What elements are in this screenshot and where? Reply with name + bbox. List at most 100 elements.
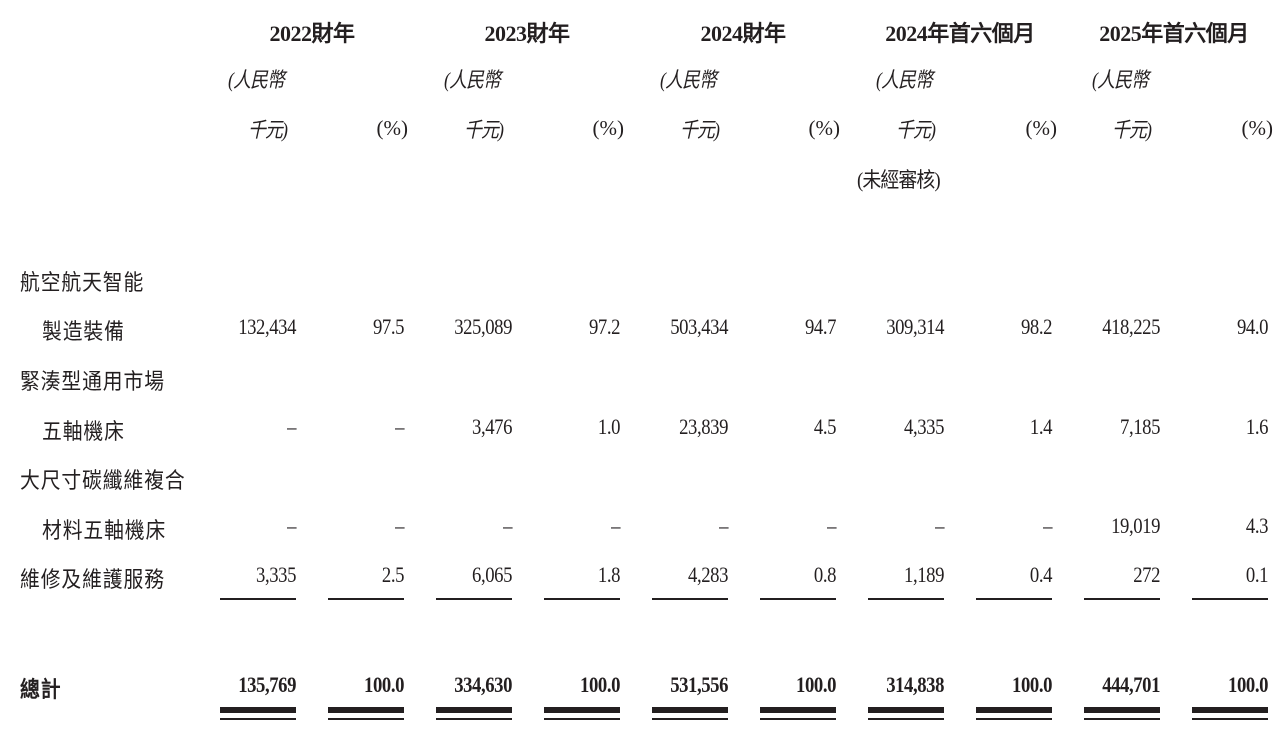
cell-value: 0.1: [1245, 562, 1269, 587]
cell-value: 6,065: [472, 562, 512, 587]
pct-header: (%): [808, 116, 840, 140]
subtotal-rule: [220, 598, 296, 600]
row-label-carbon-cont: 材料五軸機床: [42, 518, 167, 543]
total-value: 100.0: [364, 672, 404, 697]
unit-label: 千元): [680, 118, 720, 142]
column-header-2025-h1: 2025年首六個月: [1099, 21, 1249, 46]
total-value: 444,701: [1102, 672, 1160, 697]
cell-value: –: [719, 513, 728, 538]
column-header-2023: 2023財年: [484, 21, 570, 46]
cell-value: 19,019: [1111, 513, 1160, 538]
cell-value: –: [395, 513, 404, 538]
subtotal-rule: [328, 598, 404, 600]
unit-label: (人民幣: [444, 68, 501, 92]
row-label-aerospace: 航空航天智能: [20, 270, 145, 295]
cell-value: 23,839: [679, 414, 728, 439]
subtotal-rule: [760, 598, 836, 600]
cell-value: 97.2: [588, 314, 620, 339]
cell-value: 4,335: [904, 414, 944, 439]
subtotal-rule: [868, 598, 944, 600]
pct-header: (%): [592, 116, 624, 140]
cell-value: 1.8: [597, 562, 621, 587]
total-value: 334,630: [454, 672, 512, 697]
cell-value: 3,476: [472, 414, 512, 439]
unit-label: (人民幣: [660, 68, 717, 92]
total-double-rule: [1084, 707, 1160, 713]
total-double-rule: [976, 718, 1052, 720]
cell-value: –: [935, 513, 944, 538]
cell-value: 2.5: [381, 562, 405, 587]
total-value: 135,769: [238, 672, 296, 697]
total-double-rule: [868, 707, 944, 713]
total-double-rule: [328, 707, 404, 713]
subtotal-rule: [652, 598, 728, 600]
cell-value: 97.5: [372, 314, 404, 339]
total-value: 100.0: [580, 672, 620, 697]
cell-value: 1.0: [597, 414, 621, 439]
row-label-compact-cont: 五軸機床: [42, 419, 125, 444]
total-double-rule: [868, 718, 944, 720]
cell-value: –: [287, 513, 296, 538]
total-double-rule: [220, 718, 296, 720]
cell-value: 4,283: [688, 562, 728, 587]
total-double-rule: [544, 718, 620, 720]
cell-value: 0.4: [1029, 562, 1053, 587]
total-value: 531,556: [670, 672, 728, 697]
cell-value: 1.4: [1029, 414, 1053, 439]
unit-label: 千元): [896, 118, 936, 142]
row-label-carbon: 大尺寸碳纖維複合: [20, 468, 186, 493]
cell-value: 94.0: [1236, 314, 1268, 339]
cell-value: 1.6: [1245, 414, 1269, 439]
unit-label: (人民幣: [1092, 68, 1149, 92]
subtotal-rule: [436, 598, 512, 600]
unaudited-note: (未經審核): [857, 168, 941, 192]
unit-label: 千元): [248, 118, 288, 142]
cell-value: 94.7: [804, 314, 836, 339]
cell-value: –: [395, 414, 404, 439]
cell-value: –: [827, 513, 836, 538]
row-label-aerospace-cont: 製造裝備: [42, 319, 125, 344]
column-header-2024-h1: 2024年首六個月: [885, 21, 1035, 46]
cell-value: 3,335: [256, 562, 296, 587]
subtotal-rule: [1192, 598, 1268, 600]
cell-value: 98.2: [1020, 314, 1052, 339]
cell-value: –: [1043, 513, 1052, 538]
total-double-rule: [436, 718, 512, 720]
cell-value: 325,089: [454, 314, 512, 339]
cell-value: –: [287, 414, 296, 439]
column-header-2024: 2024財年: [700, 21, 786, 46]
total-double-rule: [1084, 718, 1160, 720]
row-label-maintenance: 維修及維護服務: [20, 567, 165, 592]
cell-value: 503,434: [670, 314, 728, 339]
cell-value: 132,434: [238, 314, 296, 339]
total-value: 100.0: [1228, 672, 1268, 697]
row-label-total: 總計: [20, 677, 62, 702]
total-double-rule: [976, 707, 1052, 713]
unit-label: (人民幣: [876, 68, 933, 92]
total-double-rule: [328, 718, 404, 720]
total-double-rule: [544, 707, 620, 713]
pct-header: (%): [1241, 116, 1273, 140]
total-double-rule: [652, 718, 728, 720]
subtotal-rule: [976, 598, 1052, 600]
total-value: 314,838: [886, 672, 944, 697]
total-double-rule: [760, 718, 836, 720]
cell-value: –: [611, 513, 620, 538]
total-double-rule: [436, 707, 512, 713]
cell-value: 0.8: [813, 562, 837, 587]
total-double-rule: [220, 707, 296, 713]
cell-value: 4.5: [813, 414, 837, 439]
row-label-compact: 緊湊型通用市場: [20, 369, 165, 394]
total-value: 100.0: [796, 672, 836, 697]
cell-value: 418,225: [1102, 314, 1160, 339]
subtotal-rule: [1084, 598, 1160, 600]
total-value: 100.0: [1012, 672, 1052, 697]
total-double-rule: [1192, 707, 1268, 713]
cell-value: 272: [1133, 562, 1160, 587]
cell-value: 7,185: [1120, 414, 1160, 439]
cell-value: 4.3: [1245, 513, 1269, 538]
total-double-rule: [652, 707, 728, 713]
column-header-2022: 2022財年: [269, 21, 355, 46]
unit-label: 千元): [464, 118, 504, 142]
cell-value: 1,189: [904, 562, 944, 587]
